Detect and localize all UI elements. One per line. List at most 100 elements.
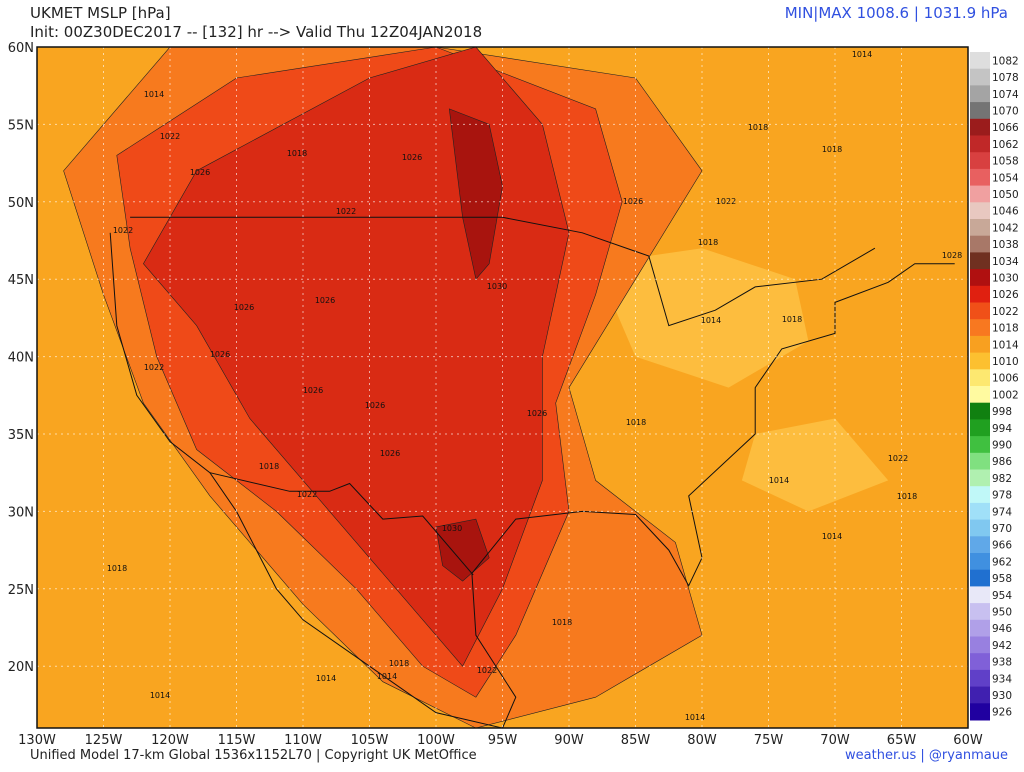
colorbar-label: 978 — [992, 490, 1012, 502]
contour-label: 1022 — [144, 363, 164, 372]
contour-label: 1014 — [822, 532, 842, 541]
colorbar-label: 1042 — [992, 222, 1019, 234]
lat-label: 45N — [8, 273, 34, 288]
contour-label: 1018 — [698, 238, 718, 247]
contour-label: 1022 — [160, 132, 180, 141]
colorbar-box — [970, 135, 990, 153]
colorbar-label: 1034 — [992, 256, 1019, 268]
lat-label: 20N — [8, 660, 34, 675]
contour-label: 1030 — [487, 282, 507, 291]
colorbar-box — [970, 118, 990, 136]
lon-label: 120W — [151, 733, 189, 748]
contour-label: 1018 — [626, 418, 646, 427]
colorbar-label: 938 — [992, 657, 1012, 669]
colorbar-label: 962 — [992, 556, 1012, 568]
colorbar-label: 926 — [992, 707, 1012, 719]
colorbar-box — [970, 85, 990, 103]
colorbar-label: 942 — [992, 640, 1012, 652]
lat-label: 60N — [8, 41, 34, 56]
colorbar-label: 986 — [992, 456, 1012, 468]
lon-label: 100W — [417, 733, 455, 748]
contour-label: 1022 — [716, 197, 736, 206]
contour-label: 1026 — [303, 386, 323, 395]
colorbar-box — [970, 235, 990, 253]
colorbar-box — [970, 319, 990, 337]
colorbar-box — [970, 686, 990, 704]
colorbar-label: 934 — [992, 673, 1012, 685]
colorbar-box — [970, 386, 990, 404]
colorbar-box — [970, 586, 990, 604]
contour-label: 1014 — [144, 90, 164, 99]
contour-label: 1030 — [442, 524, 462, 533]
colorbar-label: 982 — [992, 473, 1012, 485]
lon-label: 80W — [687, 733, 717, 748]
lon-label: 95W — [488, 733, 518, 748]
lat-label: 50N — [8, 196, 34, 211]
contour-label: 1022 — [888, 454, 908, 463]
lon-label: 115W — [218, 733, 256, 748]
colorbar-label: 1082 — [992, 55, 1019, 67]
coastline — [109, 232, 955, 729]
colorbar-label: 1062 — [992, 139, 1019, 151]
colorbar-box — [970, 636, 990, 654]
colorbar-box — [970, 152, 990, 170]
colorbar-label: 994 — [992, 423, 1012, 435]
colorbar-box — [970, 469, 990, 487]
lon-label: 85W — [621, 733, 651, 748]
colorbar: 1082 1078 1074 1070 1066 1062 1058 1054 1050 1046… — [970, 52, 1019, 721]
colorbar-label: 970 — [992, 523, 1012, 535]
colorbar-box — [970, 102, 990, 120]
map-frame — [36, 46, 969, 729]
colorbar-box — [970, 402, 990, 420]
colorbar-label: 1026 — [992, 289, 1019, 301]
colorbar-label: 946 — [992, 623, 1012, 635]
colorbar-label: 958 — [992, 573, 1012, 585]
border — [130, 216, 876, 327]
contour-label: 1018 — [748, 123, 768, 132]
colorbar-box — [970, 52, 990, 70]
contour-label: 1018 — [389, 659, 409, 668]
contour-label: 1028 — [942, 251, 962, 260]
lon-label: 125W — [85, 733, 123, 748]
contour-label: 1026 — [315, 296, 335, 305]
lon-label: 70W — [820, 733, 850, 748]
contour-label: 1026 — [365, 401, 385, 410]
contour-label: 1026 — [402, 153, 422, 162]
colorbar-box — [970, 452, 990, 470]
colorbar-box — [970, 202, 990, 220]
contour-label: 1026 — [623, 197, 643, 206]
contour-label: 1018 — [822, 145, 842, 154]
colorbar-label: 1010 — [992, 356, 1019, 368]
colorbar-label: 990 — [992, 439, 1012, 451]
colorbar-label: 930 — [992, 690, 1012, 702]
colorbar-label: 950 — [992, 606, 1012, 618]
lon-label: 60W — [953, 733, 983, 748]
colorbar-box — [970, 68, 990, 86]
border — [209, 472, 474, 576]
colorbar-label: 974 — [992, 506, 1012, 518]
contour-label: 1018 — [259, 462, 279, 471]
colorbar-label: 1078 — [992, 72, 1019, 84]
map: 60N 55N 50N 45N 40N 35N 30N 25N 20N 130W 125W 120W 1… — [8, 41, 983, 748]
colorbar-label: 1018 — [992, 323, 1019, 335]
lon-label: 65W — [887, 733, 917, 748]
contour-label: 1014 — [701, 316, 721, 325]
lon-label: 75W — [754, 733, 784, 748]
colorbar-box — [970, 185, 990, 203]
contour-label: 1014 — [150, 691, 170, 700]
contour-label: 1014 — [852, 50, 872, 59]
pressure-region — [741, 418, 889, 512]
contour-label: 1022 — [297, 490, 317, 499]
contour-label: 1014 — [377, 672, 397, 681]
contour-label: 1018 — [782, 315, 802, 324]
lon-label: 90W — [554, 733, 584, 748]
colorbar-label: 1054 — [992, 172, 1019, 184]
contour-label: 1026 — [234, 303, 254, 312]
lon-label: 110W — [284, 733, 322, 748]
init-line: Init: 00Z30DEC2017 -- [132] hr --> Valid… — [30, 23, 482, 41]
colorbar-label: 1022 — [992, 306, 1019, 318]
footer-right: weather.us | @ryanmaue — [845, 748, 1008, 763]
colorbar-label: 1038 — [992, 239, 1019, 251]
colorbar-box — [970, 603, 990, 621]
